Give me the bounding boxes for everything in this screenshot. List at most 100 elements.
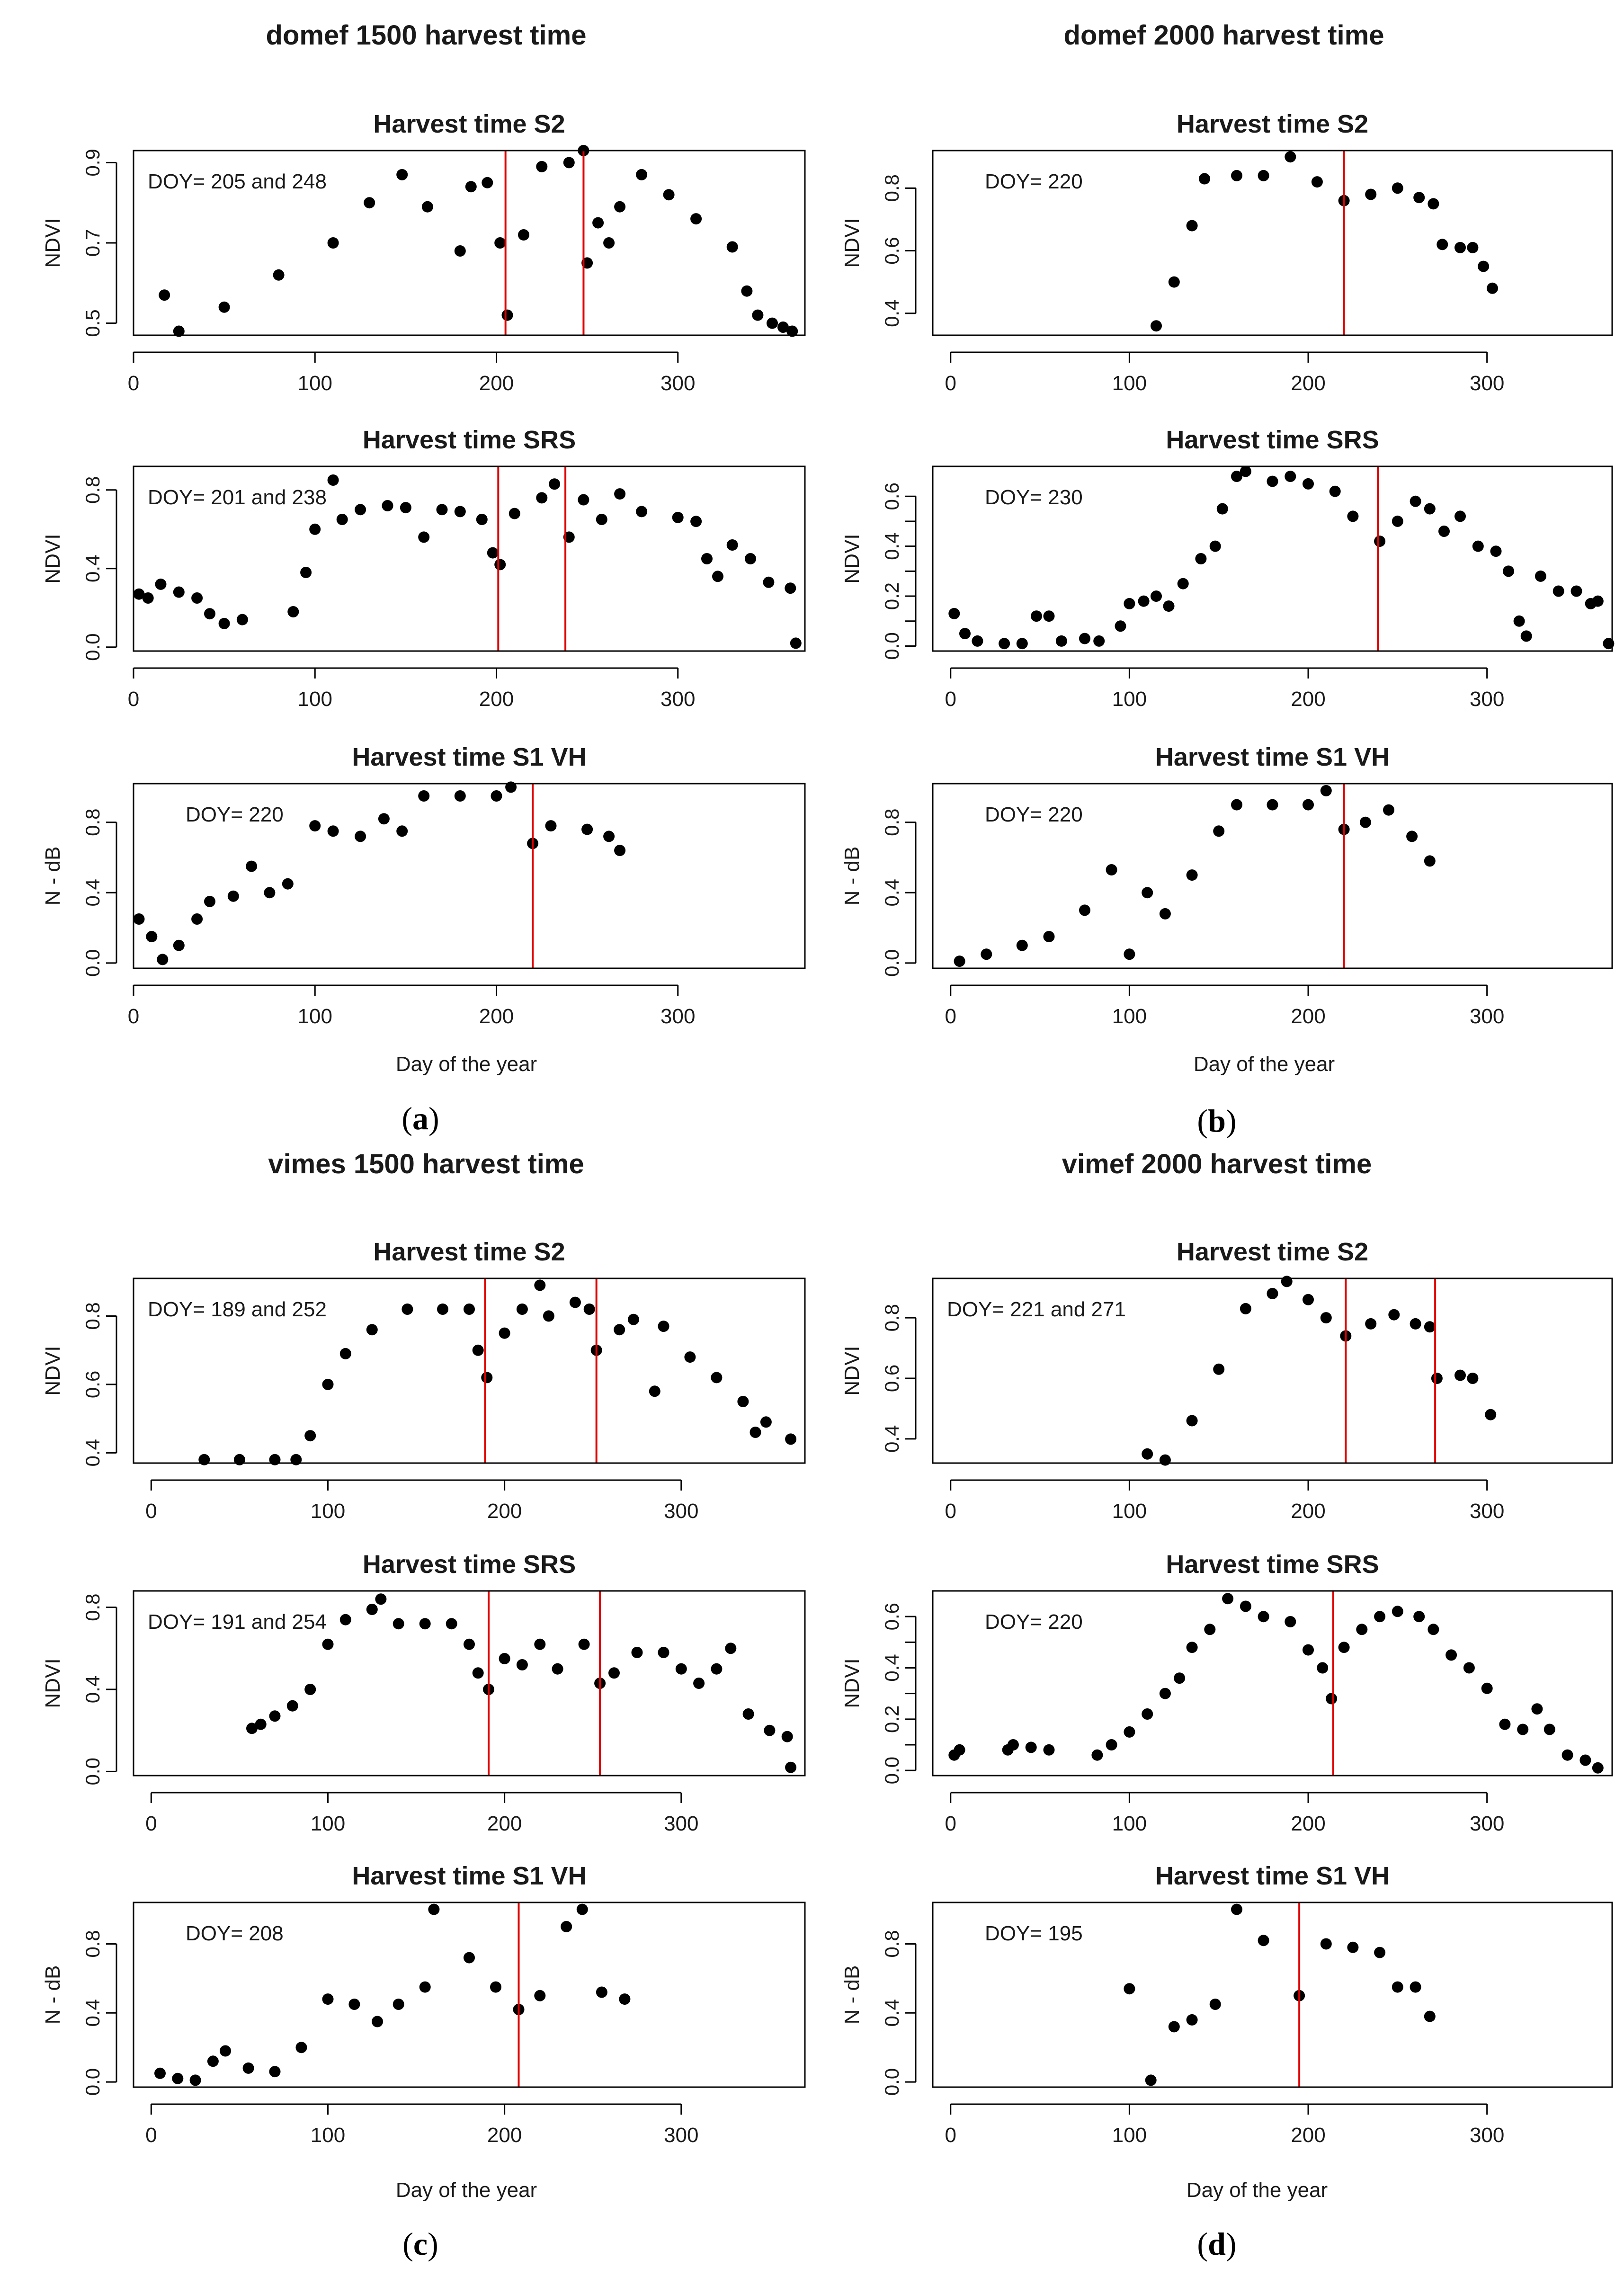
x-tick-label: 0	[128, 372, 139, 395]
y-tick-label: 0.8	[81, 1302, 104, 1330]
data-point	[1410, 1318, 1421, 1330]
data-point	[1025, 1741, 1037, 1753]
subplot-title: Harvest time SRS	[363, 1550, 576, 1579]
data-point	[1281, 1276, 1293, 1287]
data-point	[534, 1638, 546, 1650]
data-point	[1424, 1321, 1436, 1333]
x-tick-label: 300	[660, 1005, 695, 1028]
data-point	[1513, 615, 1525, 627]
y-axis-label: N - dB	[41, 847, 64, 906]
subplot-a-0: Harvest time S2 DOY= 205 and 248 0 100 200 30…	[41, 110, 806, 395]
data-point	[464, 1952, 475, 1964]
y-tick-label: 0.6	[81, 1371, 104, 1398]
data-point	[1151, 320, 1162, 332]
data-point	[1317, 1662, 1329, 1674]
data-point	[1326, 1693, 1338, 1705]
data-point	[1359, 816, 1371, 828]
doy-annotation: DOY= 220	[186, 803, 284, 826]
data-point	[786, 325, 798, 337]
data-point	[327, 474, 339, 486]
data-point	[355, 830, 366, 842]
panel-b-xlabel: Day of the year	[1194, 1053, 1335, 1076]
data-point	[1186, 869, 1198, 881]
data-point	[491, 790, 502, 802]
y-tick-label: 0.6	[881, 237, 903, 264]
doy-annotation: DOY= 220	[985, 1610, 1083, 1634]
data-point	[750, 1427, 761, 1438]
data-point	[576, 1903, 588, 1915]
x-tick-label: 100	[1112, 1812, 1147, 1835]
y-tick-label: 0.5	[81, 309, 104, 337]
data-point	[1338, 1642, 1350, 1653]
data-point	[1392, 515, 1403, 527]
data-point	[1392, 1606, 1403, 1617]
data-point	[578, 1638, 590, 1650]
y-tick-label: 0.4	[881, 879, 903, 906]
data-point	[246, 1723, 258, 1734]
data-point	[336, 514, 348, 525]
x-tick-label: 100	[1112, 1005, 1147, 1028]
data-point	[561, 1921, 572, 1932]
data-point	[672, 511, 684, 523]
data-point	[745, 553, 756, 564]
data-point	[1517, 1723, 1529, 1735]
y-axis-label: NDVI	[840, 1658, 864, 1708]
data-point	[614, 201, 626, 213]
data-point	[785, 1761, 797, 1773]
data-point	[767, 317, 778, 329]
data-point	[636, 506, 648, 518]
data-point	[309, 820, 321, 832]
data-point	[159, 289, 170, 301]
data-point	[1392, 182, 1403, 194]
y-tick-label: 0.8	[881, 809, 903, 836]
data-point	[534, 1990, 546, 2001]
y-tick-label: 0.8	[81, 809, 104, 836]
data-point	[619, 1993, 631, 2005]
x-tick-label: 200	[1291, 1812, 1325, 1835]
data-point	[1424, 855, 1436, 867]
x-tick-label: 100	[1112, 372, 1147, 395]
y-tick-label: 0.0	[81, 949, 104, 977]
doy-annotation: DOY= 220	[985, 170, 1083, 193]
data-point	[1424, 2010, 1436, 2022]
data-point	[304, 1430, 316, 1442]
data-point	[1347, 1941, 1359, 1953]
panel-c-label: (c)	[402, 2226, 438, 2262]
y-tick-label: 0.8	[881, 1930, 903, 1957]
subplot-title: Harvest time S1 VH	[1155, 1862, 1390, 1890]
data-point	[1043, 610, 1055, 622]
data-point	[790, 637, 802, 649]
data-point	[1091, 1749, 1103, 1761]
data-point	[1413, 192, 1425, 204]
data-point	[155, 578, 167, 590]
data-point	[1485, 1409, 1497, 1420]
data-point	[286, 1700, 298, 1712]
y-tick-label: 0.2	[881, 582, 903, 610]
data-point	[436, 504, 448, 516]
data-point	[534, 1279, 546, 1291]
data-point	[327, 237, 339, 249]
data-point	[1043, 931, 1055, 943]
data-point	[1016, 939, 1028, 951]
data-point	[1603, 638, 1615, 650]
data-point	[1454, 510, 1466, 522]
x-tick-label: 0	[945, 1812, 956, 1835]
data-point	[603, 237, 615, 249]
data-point	[400, 502, 411, 514]
data-point	[1478, 260, 1490, 272]
data-point	[1159, 1688, 1171, 1699]
data-point	[418, 531, 430, 543]
data-point	[421, 201, 433, 213]
plot-frame	[133, 1277, 806, 1464]
data-point	[1115, 620, 1126, 632]
x-tick-label: 100	[298, 1005, 332, 1028]
x-tick-label: 100	[298, 688, 332, 711]
subplot-d-0: Harvest time S2 DOY= 221 and 271 0 100 200 30…	[840, 1238, 1613, 1523]
y-tick-label: 0.8	[81, 476, 104, 504]
plot-frame	[932, 783, 1613, 969]
data-point	[614, 845, 626, 857]
data-point	[1231, 1903, 1242, 1915]
y-tick-label: 0.4	[881, 1654, 903, 1681]
data-point	[726, 539, 738, 551]
